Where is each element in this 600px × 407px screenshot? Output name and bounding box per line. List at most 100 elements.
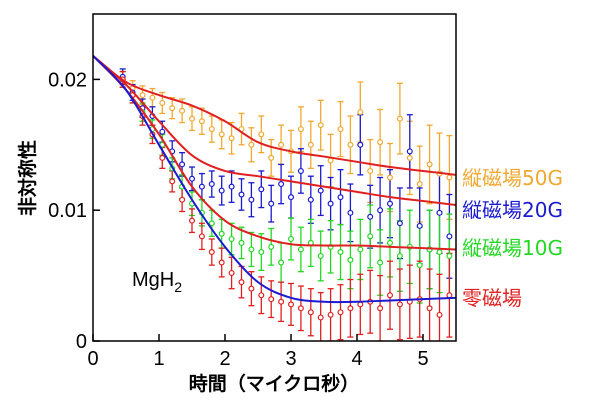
x-axis-title: 時間（マイクロ秒）	[189, 372, 360, 395]
y-tick-label: 0	[76, 331, 87, 353]
data-point	[238, 191, 245, 198]
data-point	[218, 259, 225, 266]
data-point	[307, 141, 314, 148]
data-point	[446, 292, 453, 299]
data-point	[297, 167, 304, 174]
data-point	[198, 118, 205, 125]
data-point	[297, 126, 304, 133]
data-point	[436, 249, 443, 256]
data-point	[268, 296, 275, 303]
data-point	[347, 209, 354, 216]
data-point	[387, 239, 394, 246]
data-point	[426, 305, 433, 312]
data-point	[436, 209, 443, 216]
data-point	[426, 161, 433, 168]
data-point	[396, 252, 403, 259]
data-point	[288, 301, 295, 308]
data-point	[218, 131, 225, 138]
data-point	[396, 220, 403, 227]
data-point	[416, 262, 423, 269]
x-tick-label: 3	[285, 348, 296, 370]
data-point	[228, 135, 235, 142]
y-tick-label: 0.01	[48, 200, 87, 222]
data-point	[357, 246, 364, 253]
data-point	[446, 252, 453, 259]
data-point	[189, 175, 196, 182]
x-tick-label: 1	[153, 348, 164, 370]
annotation-main: MgH	[132, 269, 174, 291]
data-point	[406, 148, 413, 155]
legend-label: 零磁場	[462, 286, 522, 310]
legend: 縦磁場50G 縦磁場20G 縦磁場10G 零磁場	[462, 166, 563, 310]
data-point	[258, 131, 265, 138]
data-point	[169, 105, 176, 112]
data-point	[228, 269, 235, 276]
data-point	[377, 139, 384, 146]
data-point	[416, 181, 423, 188]
data-point	[189, 217, 196, 224]
data-point	[317, 187, 324, 194]
fit-curve	[93, 55, 456, 206]
data-point	[238, 239, 245, 246]
data-point	[228, 235, 235, 242]
data-point	[337, 309, 344, 316]
annotation-subscript: 2	[174, 279, 182, 295]
data-point	[347, 256, 354, 263]
data-point	[258, 186, 265, 193]
data-point	[208, 126, 215, 133]
data-point	[268, 200, 275, 207]
data-point	[337, 249, 344, 256]
data-point	[218, 230, 225, 237]
data-point	[278, 298, 285, 305]
data-point	[367, 167, 374, 174]
data-point	[179, 196, 186, 203]
data-point	[436, 311, 443, 318]
legend-label: 縦磁場50G	[462, 166, 563, 190]
x-tick-label: 2	[219, 348, 230, 370]
data-point	[327, 200, 334, 207]
data-point	[248, 196, 255, 203]
x-tick-label: 4	[351, 348, 362, 370]
data-point	[198, 183, 205, 190]
data-point	[278, 181, 285, 188]
data-point	[228, 183, 235, 190]
data-point	[297, 305, 304, 312]
data-point	[317, 252, 324, 259]
data-point	[169, 178, 176, 185]
data-point	[179, 161, 186, 168]
data-point	[208, 249, 215, 256]
data-point	[159, 128, 166, 135]
error-bars	[119, 68, 453, 341]
data-point	[347, 305, 354, 312]
data-point	[396, 115, 403, 122]
data-point	[268, 243, 275, 250]
data-point	[268, 154, 275, 161]
data-point	[387, 174, 394, 181]
data-point	[406, 154, 413, 161]
sample-annotation: MgH2	[132, 269, 182, 295]
data-point	[208, 220, 215, 227]
y-axis: 0 0.01 0.02	[48, 69, 100, 353]
fit-curve	[93, 55, 456, 304]
fit-curve	[93, 55, 456, 251]
data-point	[278, 141, 285, 148]
fit-curves	[93, 55, 456, 304]
data-points	[119, 73, 453, 321]
data-point	[288, 235, 295, 242]
data-point	[377, 305, 384, 312]
data-point	[258, 292, 265, 299]
data-point	[288, 194, 295, 201]
data-point	[179, 107, 186, 114]
data-point	[377, 207, 384, 214]
plot-frame	[92, 13, 457, 342]
data-point	[218, 187, 225, 194]
data-point	[208, 181, 215, 188]
plot-area	[93, 55, 456, 341]
data-point	[307, 309, 314, 316]
data-point	[337, 126, 344, 133]
data-point	[377, 259, 384, 266]
data-point	[198, 233, 205, 240]
x-tick-label: 5	[417, 348, 428, 370]
data-point	[337, 194, 344, 201]
data-point	[416, 222, 423, 229]
